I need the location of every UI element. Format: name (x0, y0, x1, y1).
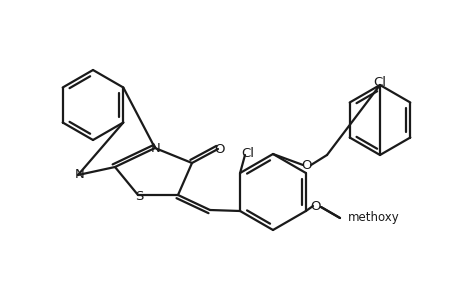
Text: Cl: Cl (241, 146, 254, 160)
Text: Cl: Cl (373, 76, 386, 88)
Text: O: O (301, 158, 312, 172)
Text: O: O (310, 200, 320, 214)
Text: S: S (134, 190, 143, 202)
Text: N: N (75, 167, 85, 181)
Text: N: N (151, 142, 161, 154)
Text: methoxy: methoxy (347, 212, 399, 224)
Text: O: O (214, 142, 225, 155)
